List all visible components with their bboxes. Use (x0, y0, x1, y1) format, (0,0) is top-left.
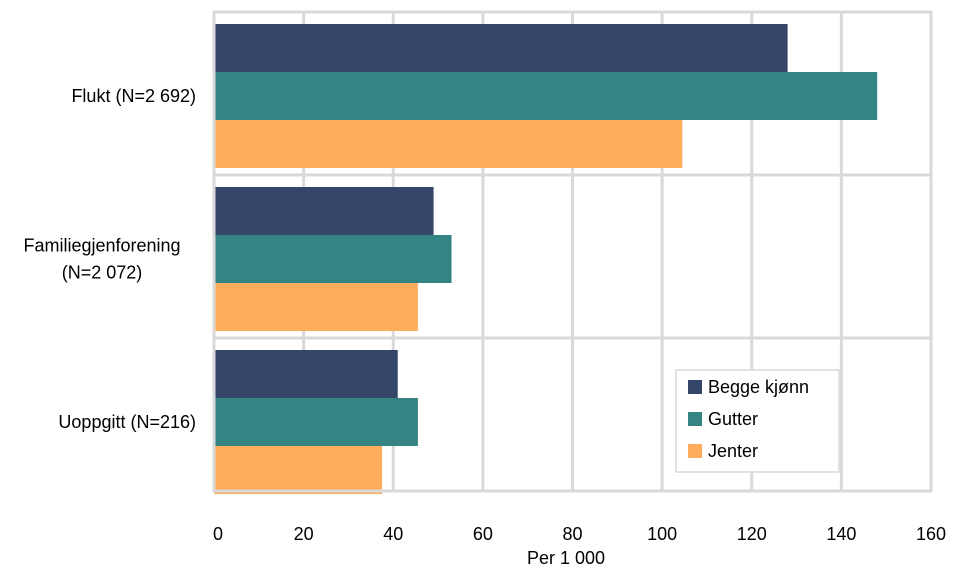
x-tick-label-3: 60 (473, 524, 493, 544)
legend-swatch-1 (688, 412, 702, 426)
category-label-2-line-0: Uoppgitt (N=216) (58, 412, 196, 432)
category-label-1-line-0: Familiegjenforening (23, 236, 180, 256)
bar-2-0 (214, 350, 398, 398)
legend-swatch-2 (688, 444, 702, 458)
bar-1-0 (214, 187, 434, 235)
category-label-2: Uoppgitt (N=216) (58, 412, 196, 432)
x-tick-label-4: 80 (562, 524, 582, 544)
category-label-0-line-0: Flukt (N=2 692) (71, 86, 196, 106)
bar-1-2 (214, 283, 418, 331)
bar-2-1 (214, 398, 418, 446)
bar-0-2 (214, 120, 683, 168)
bars (214, 24, 878, 494)
x-tick-label-0: 0 (213, 524, 223, 544)
plot-frame (212, 10, 933, 493)
x-tick-label-5: 100 (647, 524, 677, 544)
legend-label-1: Gutter (708, 409, 758, 429)
x-tick-labels: 0 20 40 60 80 100 120 140 160 (213, 524, 946, 544)
x-tick-label-2: 40 (383, 524, 403, 544)
legend-box (675, 369, 840, 473)
bar-1-1 (214, 235, 452, 283)
legend: Begge kjønn Gutter Jenter (675, 369, 840, 473)
plot-border (212, 10, 933, 493)
x-tick-label-7: 140 (826, 524, 856, 544)
bar-0-1 (214, 72, 878, 120)
bar-2-2 (214, 446, 383, 494)
x-tick-label-8: 160 (916, 524, 946, 544)
legend-label-0: Begge kjønn (708, 377, 809, 397)
category-label-1-line-1: (N=2 072) (62, 263, 143, 283)
bar-0-0 (214, 24, 788, 72)
legend-label-2: Jenter (708, 441, 758, 461)
category-label-0: Flukt (N=2 692) (71, 86, 196, 106)
x-axis-title: Per 1 000 (527, 548, 605, 567)
category-label-1: Familiegjenforening (N=2 072) (23, 236, 180, 283)
legend-swatch-0 (688, 380, 702, 394)
category-labels: Flukt (N=2 692) Familiegjenforening (N=2 0… (23, 86, 196, 432)
x-tick-label-6: 120 (737, 524, 767, 544)
x-tick-label-1: 20 (294, 524, 314, 544)
